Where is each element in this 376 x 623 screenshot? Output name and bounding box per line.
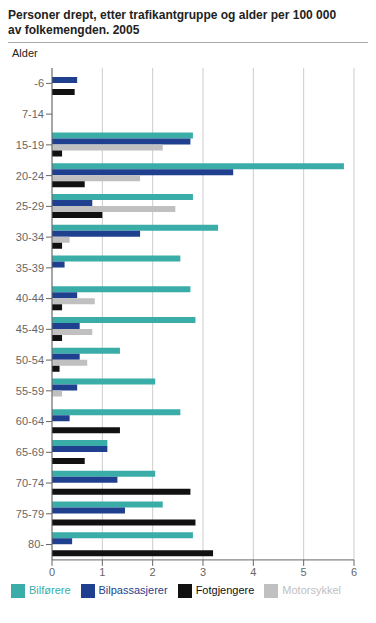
svg-text:40-44: 40-44 (16, 292, 44, 304)
svg-text:-6: -6 (34, 77, 44, 89)
svg-text:45-49: 45-49 (16, 323, 44, 335)
svg-text:55-59: 55-59 (16, 385, 44, 397)
svg-text:50-54: 50-54 (16, 354, 44, 366)
svg-text:70-74: 70-74 (16, 477, 44, 489)
svg-text:7-14: 7-14 (22, 108, 44, 120)
svg-text:6: 6 (351, 566, 357, 578)
svg-text:35-39: 35-39 (16, 262, 44, 274)
svg-text:3: 3 (200, 566, 206, 578)
html-text:Fotgjengere: Fotgjengere (195, 583, 255, 596)
html-text:av folkemengden. 2005: av folkemengden. 2005 (8, 23, 140, 37)
svg-text:20-24: 20-24 (16, 170, 44, 182)
svg-text:80-: 80- (28, 538, 44, 550)
html-text:Motorsykkel: Motorsykkel (282, 583, 341, 596)
svg-text:4: 4 (250, 566, 256, 578)
svg-text:65-69: 65-69 (16, 446, 44, 458)
html-text:Personer drept, etter trafikan: Personer drept, etter trafikantgruppe og… (8, 8, 337, 22)
svg-text:30-34: 30-34 (16, 231, 44, 243)
html-text:Alder: Alder (12, 47, 38, 59)
html-text:Bilpassasjerer: Bilpassasjerer (98, 583, 168, 596)
svg-text:25-29: 25-29 (16, 200, 44, 212)
svg-text:1: 1 (99, 566, 105, 578)
html-text:Bilførere: Bilførere (29, 583, 71, 596)
svg-text:0: 0 (49, 566, 55, 578)
svg-text:15-19: 15-19 (16, 139, 44, 151)
svg-text:2: 2 (150, 566, 156, 578)
svg-text:60-64: 60-64 (16, 415, 44, 427)
svg-text:5: 5 (301, 566, 307, 578)
svg-text:75-79: 75-79 (16, 508, 44, 520)
